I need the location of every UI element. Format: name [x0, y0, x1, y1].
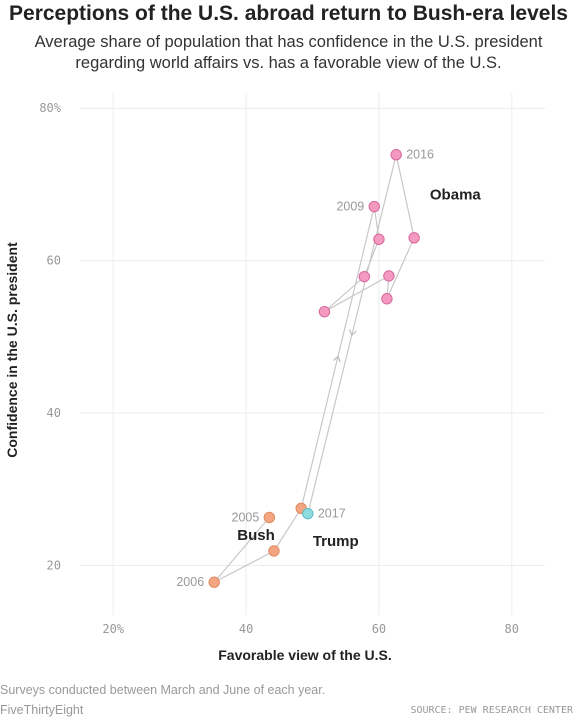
- data-point-2007: [268, 545, 280, 557]
- president-label-bush: Bush: [237, 527, 275, 544]
- data-point-2011: [358, 270, 371, 283]
- direction-arrow: [349, 329, 357, 337]
- y-tick-label: 20: [47, 558, 61, 572]
- x-tick-label: 20%: [102, 622, 124, 636]
- x-axis-label: Favorable view of the U.S.: [218, 647, 392, 663]
- year-label-2006: 2006: [176, 575, 204, 589]
- year-label-2017: 2017: [318, 507, 346, 521]
- direction-arrows: [333, 329, 357, 363]
- x-tick-label: 80: [505, 622, 519, 636]
- year-label-2005: 2005: [232, 510, 260, 524]
- data-point-2010: [373, 233, 385, 246]
- brand-name: FiveThirtyEight: [0, 703, 84, 717]
- data-point-2006: [208, 576, 220, 588]
- x-tick-label: 40: [239, 622, 253, 636]
- data-point-2017: [302, 507, 314, 520]
- president-label-obama: Obama: [430, 186, 482, 203]
- chart-subtitle: Average share of population that has con…: [0, 32, 577, 74]
- president-label-trump: Trump: [313, 533, 359, 550]
- scatter-chart: 20% 40 60 80 20 40 60 80% 2005 2006 2009 2016 2017 B…: [4, 93, 545, 663]
- grid-lines: [80, 93, 545, 615]
- source-credit: SOURCE: PEW RESEARCH CENTER: [410, 705, 573, 716]
- direction-arrow: [333, 355, 341, 363]
- tick-labels: 20% 40 60 80 20 40 60 80%: [39, 101, 519, 636]
- subtitle-line-2: regarding world affairs vs. has a favora…: [75, 54, 502, 72]
- subtitle-line-1: Average share of population that has con…: [34, 33, 543, 51]
- x-tick-label: 60: [372, 622, 386, 636]
- data-points: [208, 149, 420, 588]
- y-tick-label: 40: [47, 406, 61, 420]
- data-point-2009: [368, 200, 380, 213]
- data-point-2013: [383, 270, 395, 282]
- annotation-labels: 2005 2006 2009 2016 2017 Bush Obama Trump: [176, 148, 481, 590]
- data-point-2012: [318, 306, 331, 318]
- y-tick-label: 80%: [39, 101, 61, 115]
- y-axis-label: Confidence in the U.S. president: [4, 242, 20, 458]
- data-point-2015: [408, 232, 420, 244]
- year-label-2009: 2009: [336, 200, 364, 214]
- year-label-2016: 2016: [406, 148, 434, 162]
- data-point-2016: [390, 149, 402, 161]
- data-point-2014: [381, 293, 393, 305]
- footnote: Surveys conducted between March and June…: [0, 683, 326, 697]
- data-point-2005: [263, 511, 276, 524]
- y-tick-label: 60: [47, 254, 61, 268]
- chart-title: Perceptions of the U.S. abroad return to…: [9, 2, 568, 25]
